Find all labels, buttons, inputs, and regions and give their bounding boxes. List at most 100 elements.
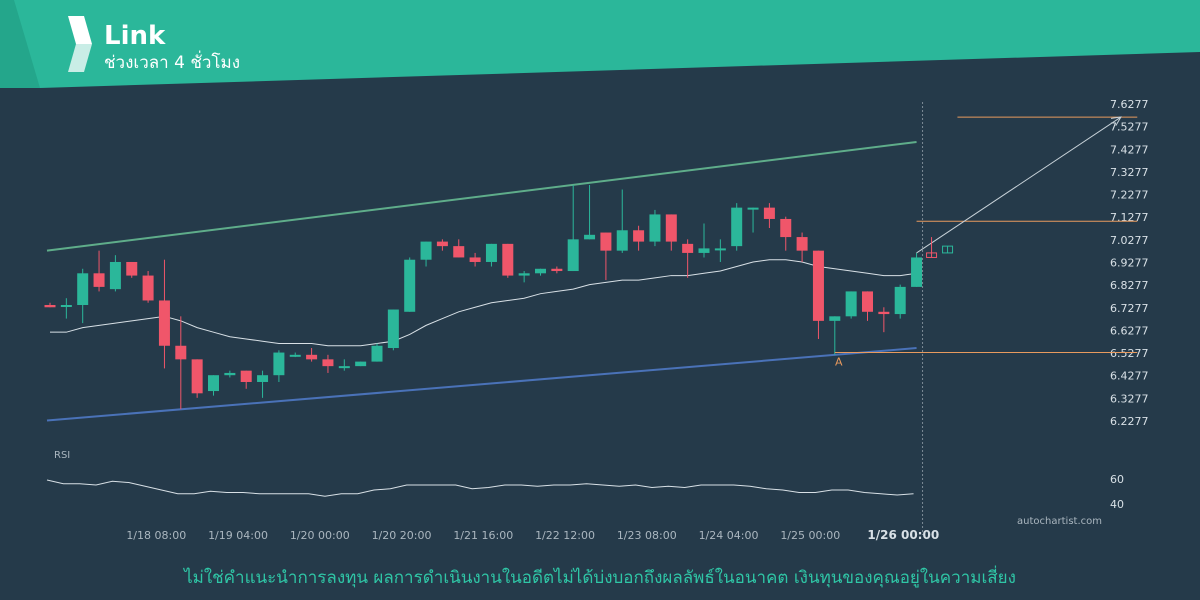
candle-body xyxy=(371,345,383,362)
candle xyxy=(747,207,759,233)
candle xyxy=(698,223,710,258)
candle-body xyxy=(485,243,497,262)
forecast-arrow-head xyxy=(1110,116,1122,126)
candle-body xyxy=(584,234,596,240)
candle-body xyxy=(894,286,906,315)
candle xyxy=(600,232,612,281)
candle xyxy=(535,268,546,276)
candle-body xyxy=(355,361,367,367)
y-tick-label: 7.3277 xyxy=(1110,166,1149,179)
candle-body xyxy=(77,273,89,306)
candle xyxy=(355,361,367,367)
candle-body xyxy=(633,230,645,242)
candle-body xyxy=(829,316,841,321)
rsi-tick-label: 60 xyxy=(1110,473,1124,486)
candle xyxy=(224,370,236,378)
candle xyxy=(911,252,923,287)
candle-body xyxy=(126,261,138,276)
projection-candle-body xyxy=(926,252,938,258)
candle xyxy=(616,189,628,253)
x-tick-label: 1/26 00:00 xyxy=(867,528,939,542)
candle xyxy=(60,298,72,319)
candle-body xyxy=(796,237,808,251)
candle xyxy=(77,268,89,324)
candle xyxy=(714,239,726,262)
candle xyxy=(126,261,138,278)
candle-body xyxy=(535,268,546,274)
candle-body xyxy=(158,300,170,346)
candle-body xyxy=(731,207,743,247)
candle xyxy=(780,216,792,251)
candle xyxy=(829,316,841,355)
x-tick-label: 1/20 20:00 xyxy=(372,529,432,542)
watermark: autochartist.com xyxy=(1017,516,1102,527)
support-line xyxy=(46,347,917,422)
y-tick-label: 6.5277 xyxy=(1110,347,1149,360)
x-axis: 1/18 08:00 1/19 04:00 1/20 00:00 1/20 20:00… xyxy=(126,528,939,542)
candle xyxy=(404,257,416,312)
candle xyxy=(175,316,187,410)
x-tick-label: 1/24 04:00 xyxy=(699,529,759,542)
candle xyxy=(812,250,824,339)
price-plot: 7.6277 7.5277 7.4277 7.3277 7.2277 7.1277 7.02… xyxy=(44,98,1149,535)
candle xyxy=(551,266,563,274)
x-tick-label: 1/22 12:00 xyxy=(535,529,595,542)
projection-candle xyxy=(942,245,954,254)
moving-average-line xyxy=(50,259,917,347)
y-tick-label: 6.7277 xyxy=(1110,302,1149,315)
candle xyxy=(289,352,301,358)
candle-body xyxy=(518,273,530,276)
candle xyxy=(584,184,596,240)
candle xyxy=(894,284,906,319)
candle xyxy=(649,209,661,247)
candle-body xyxy=(763,207,775,219)
candle-body xyxy=(240,370,252,382)
x-tick-label: 1/21 16:00 xyxy=(453,529,513,542)
candle xyxy=(322,354,334,373)
candle xyxy=(109,255,121,292)
disclaimer: ไม่ใช่คำแนะนำการลงทุน ผลการดำเนินงานในอด… xyxy=(182,565,1016,588)
candle-body xyxy=(60,305,72,308)
candle-body xyxy=(175,345,187,360)
candle-body xyxy=(714,248,726,251)
y-tick-label: 6.9277 xyxy=(1110,257,1149,270)
y-tick-label: 7.1277 xyxy=(1110,211,1149,224)
candle xyxy=(845,291,857,319)
candle-body xyxy=(142,275,154,301)
candle-body xyxy=(665,214,677,242)
candle xyxy=(567,184,579,272)
candle xyxy=(240,370,252,389)
candle xyxy=(665,214,677,251)
candle xyxy=(338,359,350,371)
x-tick-label: 1/18 08:00 xyxy=(126,529,186,542)
y-tick-label: 7.0277 xyxy=(1110,234,1149,247)
y-tick-label: 6.8277 xyxy=(1110,279,1149,292)
candle-body xyxy=(469,257,481,262)
pattern-point-label: A xyxy=(835,356,843,369)
y-tick-label: 7.2277 xyxy=(1110,189,1149,202)
candle-body xyxy=(257,375,269,382)
y-tick-label: 6.4277 xyxy=(1110,370,1149,383)
resistance-line xyxy=(46,140,917,252)
y-tick-label: 6.3277 xyxy=(1110,392,1149,405)
candle-body xyxy=(911,257,923,287)
candle xyxy=(485,243,497,267)
autochartist-logo-icon xyxy=(68,16,92,72)
candle xyxy=(142,271,154,303)
candle-body xyxy=(387,309,399,349)
candle xyxy=(371,343,383,362)
x-tick-label: 1/19 04:00 xyxy=(208,529,268,542)
candle xyxy=(796,232,808,262)
x-tick-label: 1/23 08:00 xyxy=(617,529,677,542)
candle-body xyxy=(208,375,219,392)
rsi-tick-label: 40 xyxy=(1110,498,1124,511)
y-tick-label: 7.6277 xyxy=(1110,98,1149,111)
candle xyxy=(273,350,285,382)
candle xyxy=(191,359,203,398)
candle xyxy=(158,259,170,369)
candle-body xyxy=(780,218,792,238)
projection-candle xyxy=(926,237,938,258)
candle-body xyxy=(93,273,105,287)
candle-body xyxy=(191,359,203,394)
